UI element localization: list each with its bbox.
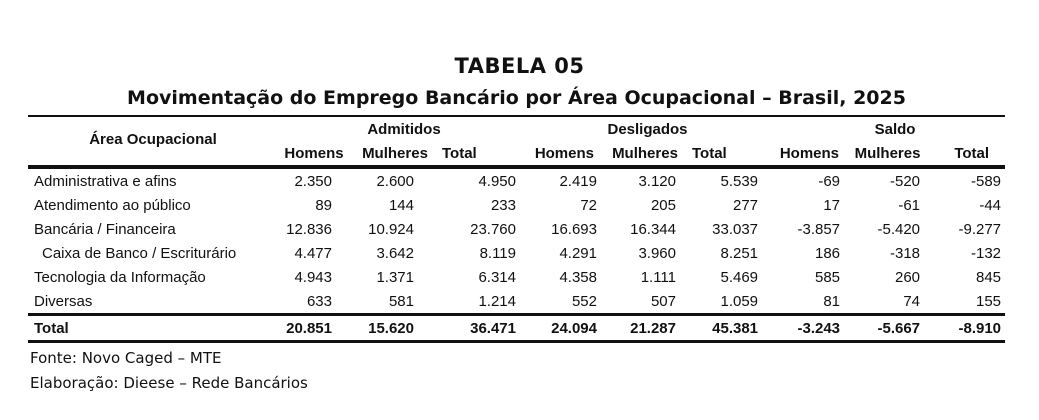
cell-value: -3.243 xyxy=(797,319,841,337)
header-adm-total: Total xyxy=(442,144,477,162)
row-label: Total xyxy=(34,319,69,337)
header-desl-homens: Homens xyxy=(534,144,594,162)
cell-value: 1.111 xyxy=(640,268,676,286)
cell-value: 8.119 xyxy=(479,244,516,262)
table-subtitle: Movimentação do Emprego Bancário por Áre… xyxy=(127,87,906,109)
cell-value: 5.469 xyxy=(720,268,759,286)
cell-value: 15.620 xyxy=(368,319,414,337)
cell-value: 24.094 xyxy=(551,319,597,337)
cell-value: 3.960 xyxy=(638,244,676,262)
cell-value: 155 xyxy=(976,292,1002,310)
header-adm-homens: Homens xyxy=(284,144,344,162)
cell-value: 4.477 xyxy=(294,244,332,262)
source-note: Fonte: Novo Caged – MTE xyxy=(30,349,222,367)
table-row: Caixa de Banco / Escriturário 4.477 3.642 8… xyxy=(28,241,1005,265)
cell-value: -318 xyxy=(890,244,921,262)
cell-value: -69 xyxy=(818,172,841,190)
header-admitidos: Admitidos xyxy=(367,120,441,138)
cell-value: 16.693 xyxy=(551,220,597,238)
cell-value: 2.350 xyxy=(294,172,332,190)
cell-value: 2.600 xyxy=(376,172,414,190)
cell-value: 1.059 xyxy=(720,292,759,310)
cell-value: 205 xyxy=(650,196,676,214)
table-row: Bancária / Financeira 12.836 10.924 23.760 1… xyxy=(28,217,1005,241)
cell-value: 4.950 xyxy=(478,172,516,190)
cell-value: 3.120 xyxy=(638,172,676,190)
cell-value: 507 xyxy=(650,292,676,310)
cell-value: 36.471 xyxy=(470,319,516,337)
header-area: Área Ocupacional xyxy=(89,130,217,148)
cell-value: 1.371 xyxy=(376,268,414,286)
cell-value: 233 xyxy=(490,196,516,214)
cell-value: -3.857 xyxy=(797,220,841,238)
cell-value: 74 xyxy=(903,292,921,310)
cell-value: 4.358 xyxy=(559,268,597,286)
header-saldo: Saldo xyxy=(874,120,916,138)
cell-value: 17 xyxy=(823,196,841,214)
row-label: Bancária / Financeira xyxy=(34,220,176,238)
cell-value: 12.836 xyxy=(286,220,332,238)
header-saldo-mulheres: Mulheres xyxy=(854,144,921,162)
cell-value: 23.760 xyxy=(470,220,516,238)
cell-value: 845 xyxy=(976,268,1002,286)
cell-value: 5.539 xyxy=(720,172,759,190)
cell-value: 260 xyxy=(895,268,921,286)
cell-value: 10.924 xyxy=(368,220,414,238)
row-label: Atendimento ao público xyxy=(34,196,191,214)
header-adm-mulheres: Mulheres xyxy=(362,144,428,162)
cell-value: -61 xyxy=(898,196,921,214)
cell-value: 72 xyxy=(580,196,597,214)
cell-value: 2.419 xyxy=(559,172,597,190)
cell-value: 89 xyxy=(315,196,332,214)
cell-value: -5.667 xyxy=(877,319,921,337)
cell-value: -5.420 xyxy=(877,220,921,238)
cell-value: 277 xyxy=(733,196,759,214)
author-note: Elaboração: Dieese – Rede Bancários xyxy=(30,374,308,392)
table-row: Tecnologia da Informação 4.943 1.371 6.314 4… xyxy=(28,265,1005,289)
total-row: Total 20.851 15.620 36.471 24.094 21.287 45.38… xyxy=(28,314,1006,342)
cell-value: 1.214 xyxy=(478,292,516,310)
table-row: Administrativa e afins 2.350 2.600 4.950 2.4… xyxy=(28,167,1005,193)
cell-value: 21.287 xyxy=(630,319,676,337)
header-saldo-homens: Homens xyxy=(779,144,840,162)
cell-value: 16.344 xyxy=(630,220,676,238)
table-row: Atendimento ao público 89 144 233 72 205 277 17… xyxy=(28,193,1005,217)
cell-value: -9.277 xyxy=(958,220,1002,238)
cell-value: -8.910 xyxy=(958,319,1002,337)
cell-value: 581 xyxy=(388,292,414,310)
cell-value: 33.037 xyxy=(712,220,759,238)
employment-table: Área Ocupacional Admitidos Desligados Sa… xyxy=(28,115,1006,343)
header-desl-total: Total xyxy=(692,144,727,162)
cell-value: 633 xyxy=(306,292,332,310)
cell-value: 20.851 xyxy=(286,319,332,337)
cell-value: 4.291 xyxy=(559,244,597,262)
cell-value: 585 xyxy=(815,268,841,286)
cell-value: 144 xyxy=(388,196,414,214)
row-label: Caixa de Banco / Escriturário xyxy=(42,244,237,262)
cell-value: 186 xyxy=(815,244,841,262)
cell-value: -44 xyxy=(979,196,1002,214)
cell-value: 4.943 xyxy=(294,268,332,286)
cell-value: -520 xyxy=(890,172,921,190)
table-title: TABELA 05 xyxy=(454,54,585,78)
cell-value: 81 xyxy=(823,292,841,310)
cell-value: 552 xyxy=(571,292,597,310)
row-label: Diversas xyxy=(34,292,93,310)
row-label: Tecnologia da Informação xyxy=(34,268,206,286)
table-row: Diversas 633 581 1.214 552 507 1.059 81 74 155 xyxy=(28,289,1005,315)
header-saldo-total: Total xyxy=(954,144,990,162)
cell-value: 3.642 xyxy=(376,244,414,262)
header-desligados: Desligados xyxy=(607,120,688,138)
cell-value: -132 xyxy=(971,244,1002,262)
cell-value: 45.381 xyxy=(712,319,759,337)
header-desl-mulheres: Mulheres xyxy=(612,144,678,162)
cell-value: -589 xyxy=(971,172,1002,190)
cell-value: 8.251 xyxy=(720,244,759,262)
cell-value: 6.314 xyxy=(478,268,516,286)
row-label: Administrativa e afins xyxy=(34,172,177,190)
